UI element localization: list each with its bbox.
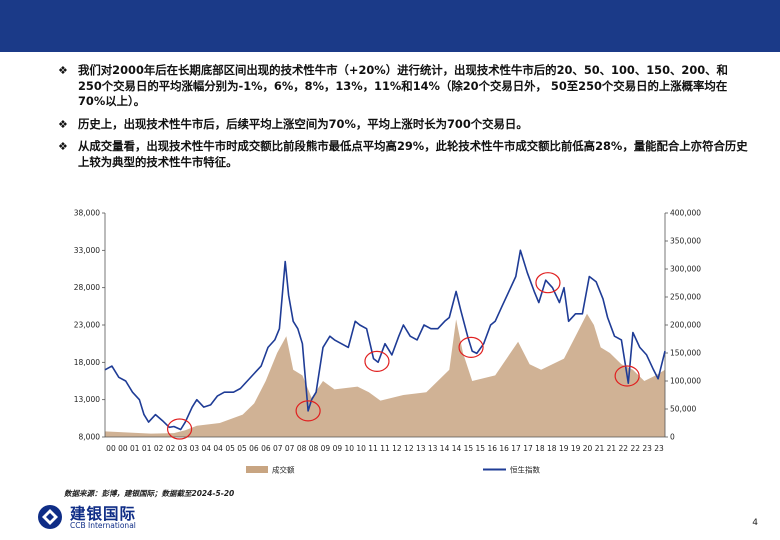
data-source-note: 数据来源：彭博，建银国际；数据截至2024-5-20 [64, 489, 235, 498]
diamond-bullet-icon: ❖ [58, 117, 68, 131]
x-tick-label: 21 [595, 444, 605, 453]
bottom-highlight-circle [295, 400, 321, 422]
x-tick-label: 20 [583, 444, 593, 453]
x-tick-label: 18 [547, 444, 557, 453]
right-tick-label: 400,000 [670, 209, 701, 218]
x-tick-label: 10 [344, 444, 354, 453]
bottom-highlight-circle [166, 418, 193, 440]
volume-area [105, 313, 665, 437]
x-tick-label: 12 [404, 444, 414, 453]
x-tick-label: 01 [130, 444, 140, 453]
hsi-turnover-chart: 8,000 13,000 18,000 23,000 28,000 33,000 38,00… [74, 209, 701, 475]
right-tick-label: 250,000 [670, 293, 701, 302]
bullet-text: 我们对2000年后在长期底部区间出现的技术性牛市（+20%）进行统计，出现技术性… [78, 63, 728, 108]
x-tick-label: 12 [392, 444, 402, 453]
x-tick-label: 01 [142, 444, 152, 453]
x-tick-label: 13 [416, 444, 426, 453]
bullet-text: 历史上，出现技术性牛市后，后续平均上涨空间为70%，平均上涨时长为700个交易日… [78, 116, 528, 131]
x-tick-label: 03 [190, 444, 200, 453]
right-tick-label: 100,000 [670, 377, 701, 386]
bottom-highlight-circle [535, 272, 561, 294]
x-tick-label: 07 [285, 444, 295, 453]
right-tick-label: 150,000 [670, 349, 701, 358]
x-tick-label: 11 [380, 444, 390, 453]
x-tick-label: 17 [523, 444, 533, 453]
right-tick-label: 50,000 [670, 405, 696, 414]
bullet-text: 从成交量看，出现技术性牛市时成交额比前段熊市最低点平均高29%，此轮技术性牛市成… [78, 139, 748, 169]
x-tick-label: 17 [511, 444, 521, 453]
page-number: 4 [752, 518, 758, 528]
x-tick-label: 19 [571, 444, 581, 453]
x-tick-label: 21 [607, 444, 617, 453]
header-bar [0, 0, 780, 52]
x-tick-label: 06 [261, 444, 271, 453]
bullet-list: ❖ 我们对2000年后在长期底部区间出现的技术性牛市（+20%）进行统计，出现技… [58, 63, 748, 177]
legend-volume-swatch [246, 466, 268, 473]
x-tick-label: 16 [499, 444, 509, 453]
bullet-item: ❖ 我们对2000年后在长期底部区间出现的技术性牛市（+20%）进行统计，出现技… [58, 63, 748, 110]
x-tick-label: 22 [630, 444, 640, 453]
bullet-item: ❖ 历史上，出现技术性牛市后，后续平均上涨空间为70%，平均上涨时长为700个交… [58, 117, 748, 133]
x-tick-label: 05 [225, 444, 235, 453]
x-tick-label: 04 [202, 444, 212, 453]
right-tick-label: 200,000 [670, 321, 701, 330]
left-tick-label: 13,000 [74, 395, 100, 404]
logo-english-name: CCB International [70, 521, 136, 530]
bullet-item: ❖ 从成交量看，出现技术性牛市时成交额比前段熊市最低点平均高29%，此轮技术性牛… [58, 139, 748, 170]
x-tick-label: 02 [166, 444, 176, 453]
x-tick-label: 10 [356, 444, 366, 453]
x-tick-label: 09 [333, 444, 343, 453]
x-tick-label: 14 [452, 444, 462, 453]
x-tick-label: 05 [237, 444, 247, 453]
x-tick-label: 07 [273, 444, 283, 453]
x-tick-label: 00 [118, 444, 128, 453]
left-tick-label: 23,000 [74, 321, 100, 330]
left-tick-label: 8,000 [79, 433, 101, 442]
ccbi-logo: 建银国际 CCB International [36, 503, 206, 531]
left-tick-label: 38,000 [74, 209, 100, 218]
x-tick-label: 14 [440, 444, 450, 453]
x-tick-label: 02 [154, 444, 164, 453]
bottom-highlight-circle [364, 350, 390, 372]
diamond-bullet-icon: ❖ [58, 64, 68, 77]
x-tick-label: 09 [321, 444, 331, 453]
x-tick-label: 22 [619, 444, 629, 453]
x-tick-label: 23 [642, 444, 652, 453]
hsi-index-line [104, 249, 666, 431]
legend-volume-label: 成交额 [272, 465, 295, 475]
bottom-highlight-circle [458, 336, 484, 358]
x-tick-label: 11 [368, 444, 378, 453]
x-tick-label: 03 [178, 444, 188, 453]
x-tick-label: 15 [476, 444, 486, 453]
x-tick-label: 18 [535, 444, 545, 453]
x-tick-label: 08 [297, 444, 307, 453]
logo-chinese-name: 建银国际 [70, 505, 137, 523]
left-tick-label: 18,000 [74, 358, 100, 367]
legend-index-label: 恒生指数 [510, 465, 540, 475]
right-tick-label: 350,000 [670, 237, 701, 246]
x-tick-label: 13 [428, 444, 438, 453]
left-tick-label: 33,000 [74, 246, 100, 255]
diamond-bullet-icon: ❖ [58, 140, 68, 153]
x-tick-label: 00 [106, 444, 116, 453]
x-tick-label: 04 [213, 444, 223, 453]
x-tick-label: 08 [309, 444, 319, 453]
ccbi-logo-icon [38, 505, 62, 529]
x-tick-label: 06 [249, 444, 259, 453]
x-tick-label: 19 [559, 444, 569, 453]
left-tick-label: 28,000 [74, 283, 100, 292]
right-tick-label: 0 [670, 433, 675, 442]
x-tick-label: 15 [464, 444, 474, 453]
bottom-highlight-circle [614, 365, 640, 387]
x-tick-label: 23 [654, 444, 664, 453]
right-tick-label: 300,000 [670, 265, 701, 274]
x-tick-label: 16 [487, 444, 497, 453]
